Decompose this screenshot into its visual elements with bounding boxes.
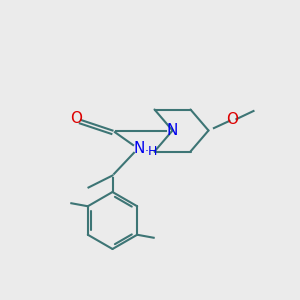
Text: N: N: [133, 141, 145, 156]
Text: N: N: [167, 123, 178, 138]
Text: O: O: [226, 112, 238, 128]
Text: O: O: [70, 111, 83, 126]
Text: ·H: ·H: [145, 145, 158, 158]
